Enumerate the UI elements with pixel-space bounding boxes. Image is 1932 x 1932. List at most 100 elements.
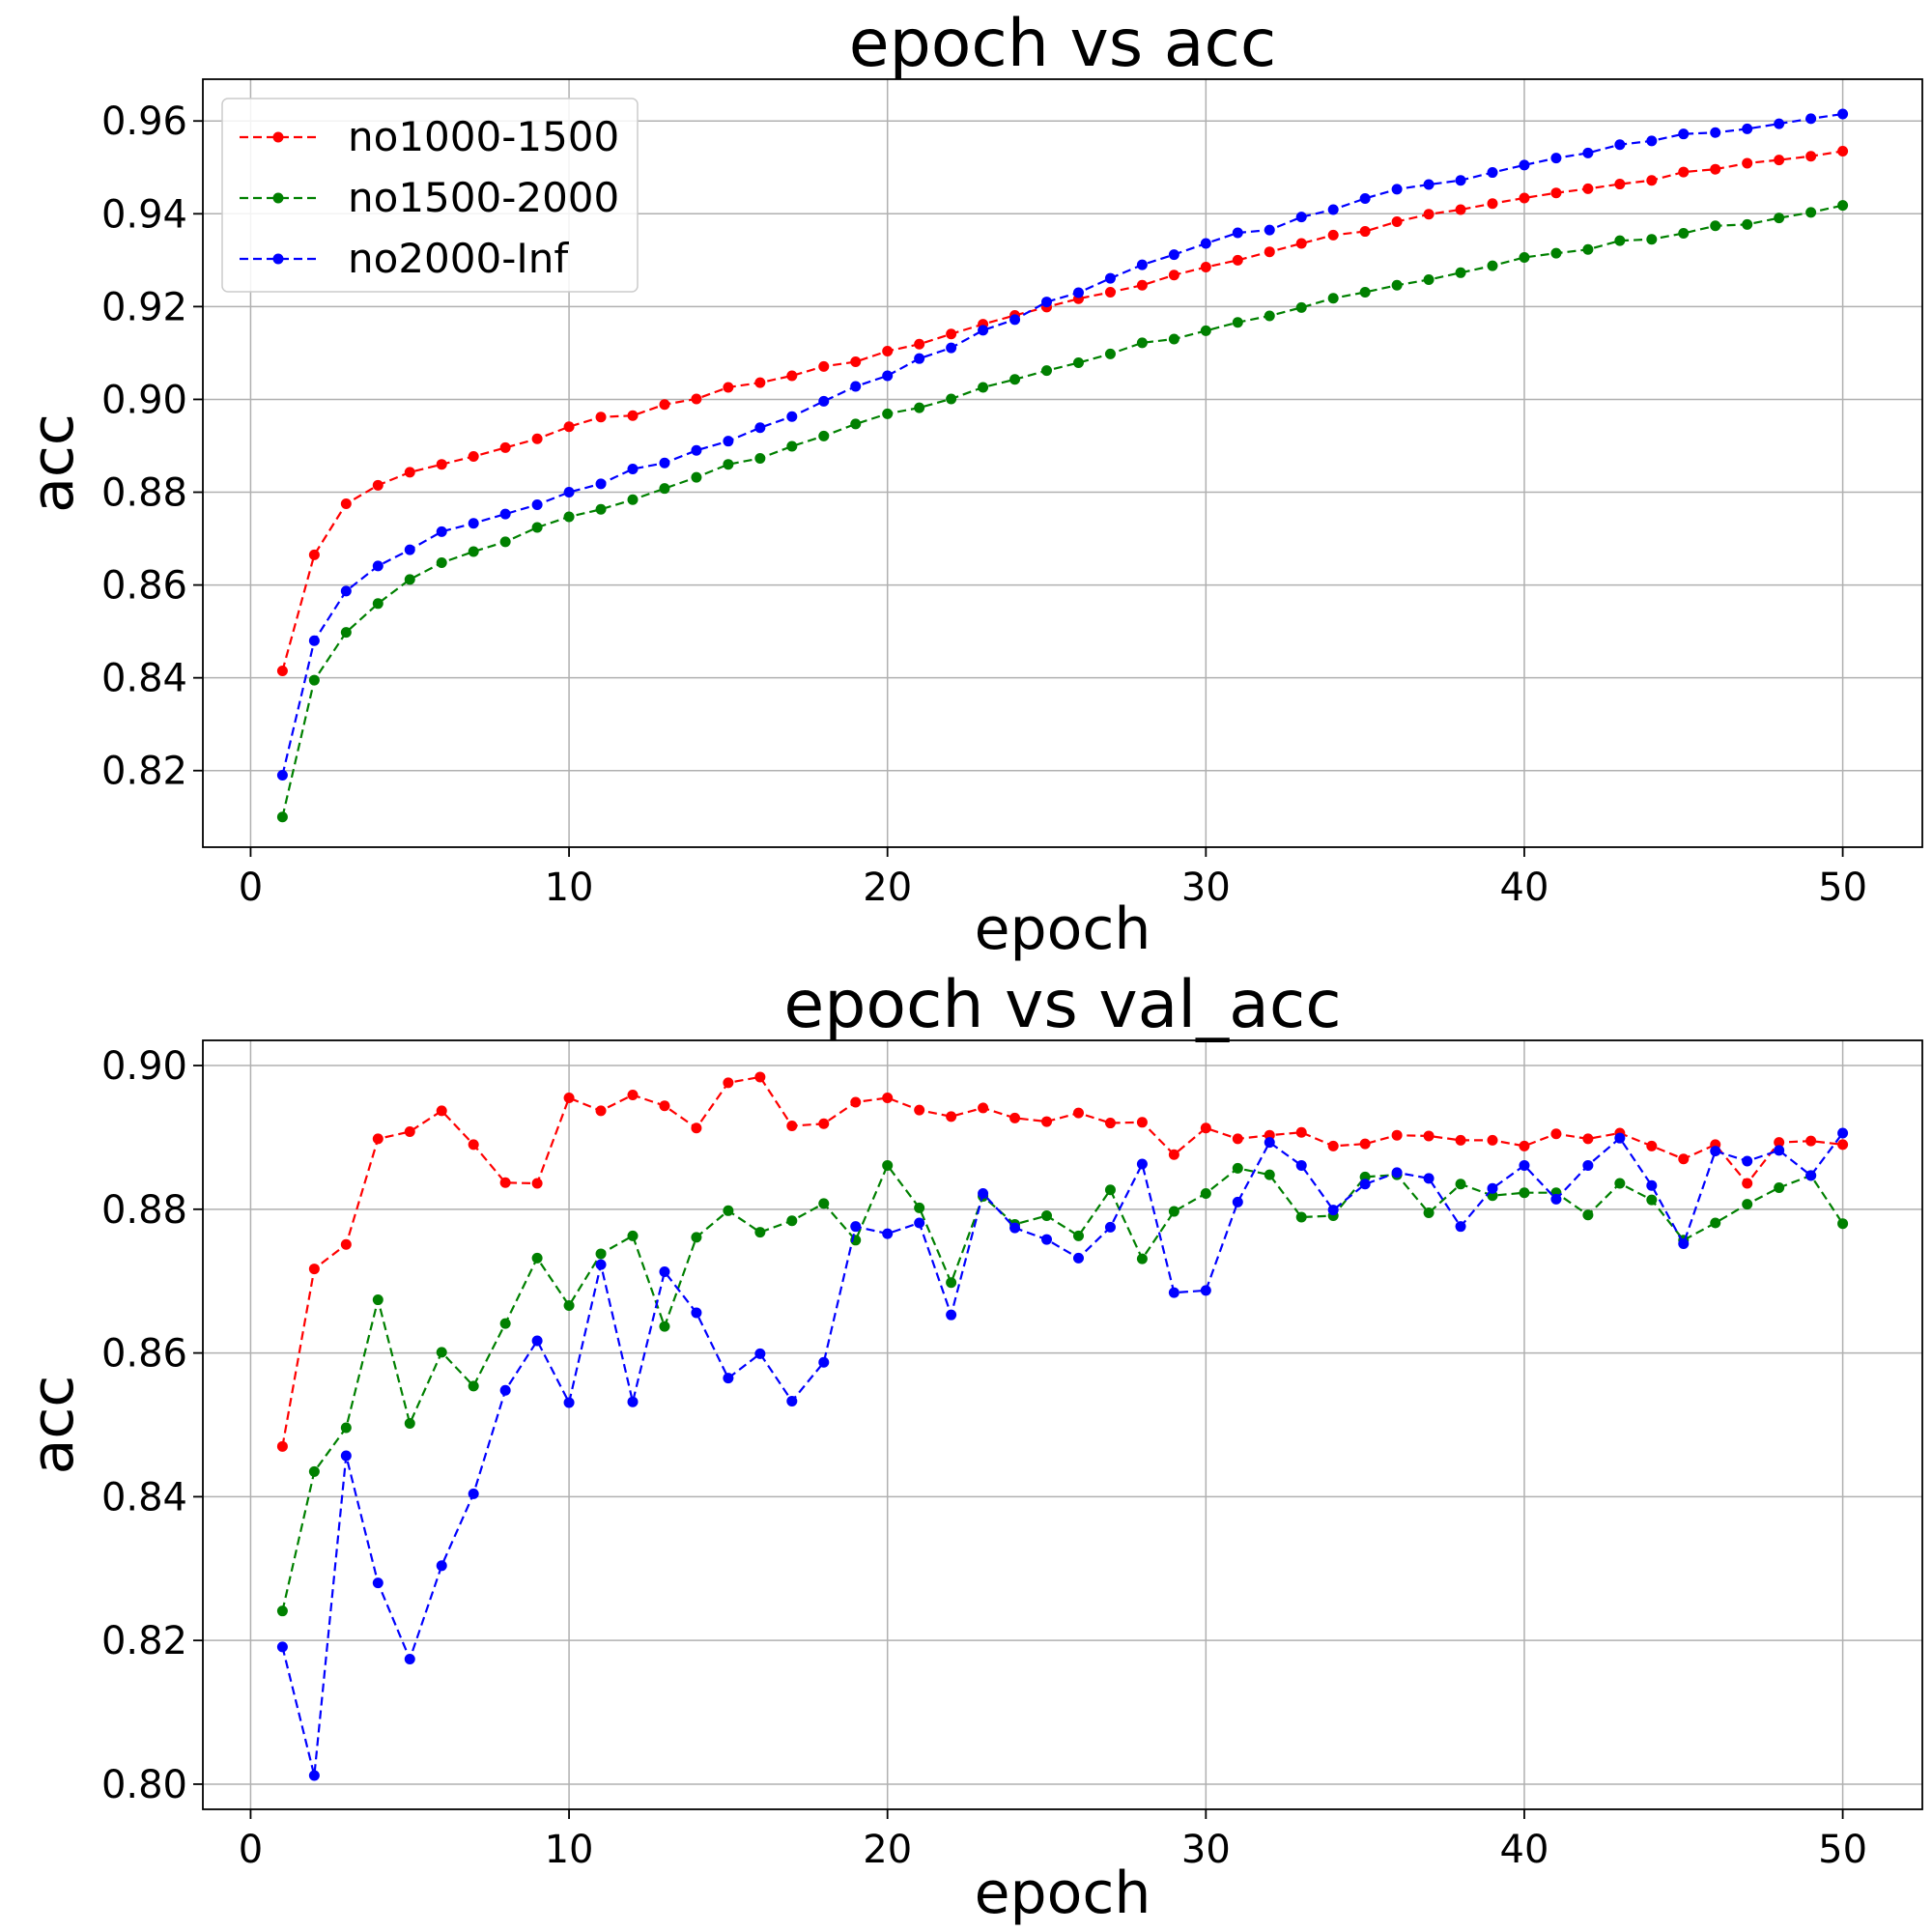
data-point	[659, 1266, 670, 1278]
data-point	[754, 377, 766, 388]
data-point	[850, 1221, 862, 1233]
y-tick-label: 0.94	[101, 192, 187, 237]
data-point	[595, 1248, 607, 1260]
data-point	[1041, 297, 1053, 308]
data-point	[850, 356, 862, 368]
x-tick-label: 10	[545, 866, 594, 910]
data-point	[818, 430, 830, 441]
data-point	[914, 1104, 925, 1116]
data-point	[1200, 1187, 1211, 1199]
data-point	[595, 412, 607, 423]
data-point	[1742, 1199, 1753, 1210]
data-point	[818, 1356, 830, 1368]
data-point	[595, 503, 607, 515]
data-point	[627, 410, 639, 421]
legend-marker	[272, 131, 284, 143]
data-point	[1072, 1252, 1084, 1264]
data-point	[1837, 200, 1849, 212]
data-point	[531, 433, 543, 444]
data-point	[468, 1139, 479, 1151]
data-point	[1678, 227, 1690, 239]
data-point	[1805, 207, 1817, 218]
data-point	[1232, 227, 1243, 239]
data-point	[1009, 1112, 1021, 1123]
data-point	[723, 1205, 734, 1216]
data-point	[978, 1187, 989, 1199]
data-point	[340, 498, 352, 510]
data-point	[882, 1093, 894, 1104]
data-point	[1646, 1140, 1658, 1151]
data-point	[1710, 163, 1721, 175]
data-point	[691, 1307, 702, 1319]
data-point	[1359, 1138, 1371, 1150]
data-point	[1550, 247, 1562, 259]
data-point	[372, 1294, 384, 1306]
data-point	[659, 457, 670, 469]
data-point	[1678, 1153, 1690, 1165]
data-point	[1200, 325, 1211, 336]
data-point	[1487, 1182, 1498, 1194]
x-tick-label: 40	[1500, 866, 1549, 910]
data-point	[1359, 1179, 1371, 1190]
data-point	[1200, 262, 1211, 273]
data-point	[1072, 1107, 1084, 1119]
y-tick-label: 0.86	[101, 1332, 187, 1377]
x-tick-label: 50	[1818, 866, 1867, 910]
y-tick-label: 0.88	[101, 1188, 187, 1233]
data-point	[372, 1133, 384, 1145]
data-point	[946, 393, 957, 405]
chart-panel-1: 0 10 20 30 40 50 0.82 0.84 0.86 0.88 0.90 0.92 0.94 0…	[19, 6, 1923, 963]
data-point	[1837, 145, 1849, 156]
y-axis-label: acc	[19, 413, 87, 513]
y-tick-label: 0.90	[101, 1044, 187, 1089]
data-point	[1423, 209, 1435, 220]
y-axis-label: acc	[19, 1376, 87, 1475]
data-point	[659, 399, 670, 411]
data-point	[1678, 1238, 1690, 1250]
legend-marker	[272, 192, 284, 204]
x-tick-label: 30	[1181, 1828, 1231, 1872]
data-point	[340, 1450, 352, 1462]
data-point	[1391, 1167, 1403, 1179]
data-point	[882, 1228, 894, 1239]
data-point	[340, 1422, 352, 1434]
data-point	[340, 1238, 352, 1250]
data-point	[1519, 251, 1530, 263]
x-tick-label: 40	[1500, 1828, 1549, 1872]
data-point	[1041, 1234, 1053, 1245]
data-point	[1742, 123, 1753, 134]
data-point	[1295, 1159, 1307, 1171]
y-tick-label: 0.82	[101, 1619, 187, 1663]
data-point	[276, 1641, 288, 1653]
data-point	[978, 382, 989, 393]
data-point	[1710, 1146, 1721, 1157]
x-tick-label: 30	[1181, 866, 1231, 910]
data-point	[1359, 226, 1371, 238]
data-point	[531, 1252, 543, 1264]
data-point	[914, 353, 925, 364]
data-point	[1264, 1169, 1275, 1180]
data-point	[276, 811, 288, 823]
data-point	[1550, 153, 1562, 164]
data-point	[1614, 179, 1626, 190]
data-point	[468, 546, 479, 557]
data-point	[1009, 314, 1021, 326]
data-point	[404, 467, 415, 478]
data-point	[1072, 357, 1084, 369]
data-point	[1646, 175, 1658, 186]
data-point	[1519, 1140, 1530, 1151]
y-tick-label: 0.86	[101, 564, 187, 609]
data-point	[276, 1440, 288, 1452]
data-point	[627, 1396, 639, 1407]
data-point	[1455, 175, 1466, 186]
data-point	[1327, 1205, 1339, 1216]
data-point	[372, 479, 384, 491]
data-point	[1295, 301, 1307, 313]
data-point	[563, 511, 575, 523]
data-point	[818, 1198, 830, 1209]
data-point	[1805, 151, 1817, 162]
series-no1000-1500	[276, 1071, 1849, 1452]
data-point	[372, 598, 384, 610]
data-point	[882, 408, 894, 419]
data-point	[1168, 1287, 1179, 1298]
